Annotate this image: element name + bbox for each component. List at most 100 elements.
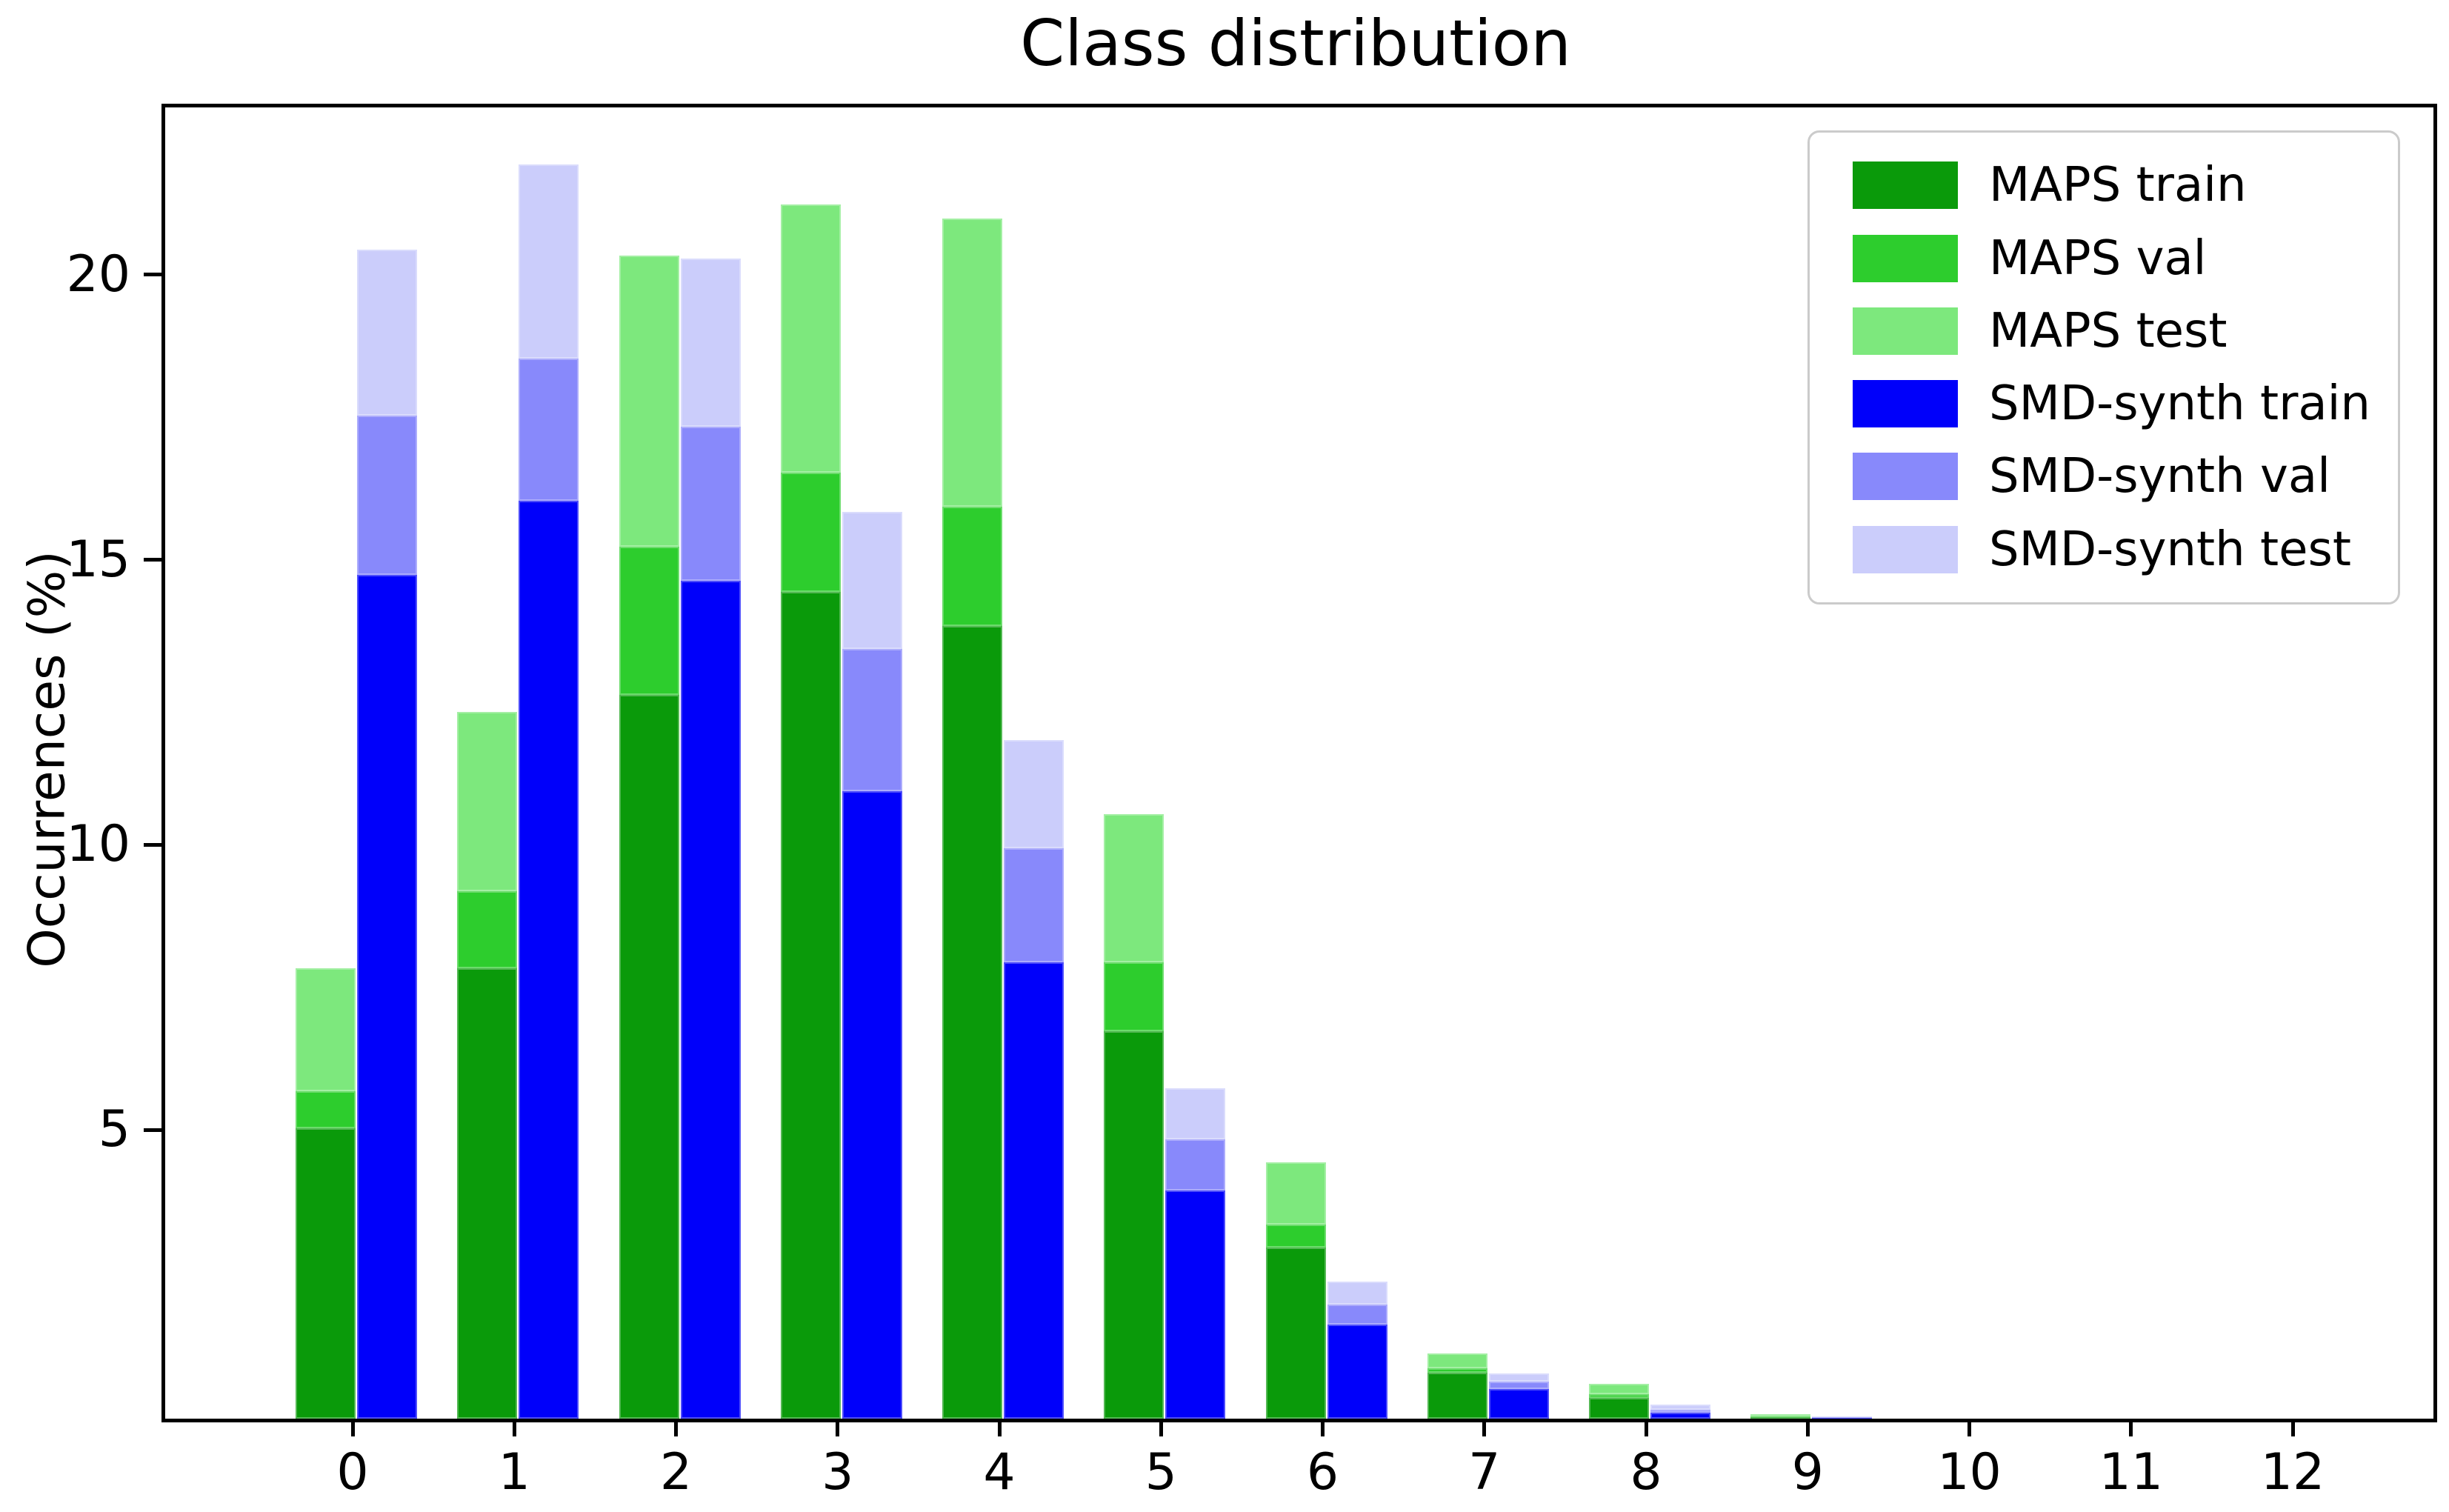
bar-segment-maps-test-class-5 <box>1104 814 1164 963</box>
legend-item: SMD-synth val <box>1853 449 2398 504</box>
legend-item: MAPS test <box>1853 304 2398 359</box>
x-tick-mark-6 <box>1321 1419 1325 1436</box>
bar-segment-smd-synth-val-class-4 <box>1004 848 1064 963</box>
legend-label: SMD-synth train <box>1989 376 2370 432</box>
chart-title: Class distribution <box>1020 7 1571 81</box>
bar-segment-smd-synth-test-class-0 <box>357 250 417 416</box>
x-tick-label-9: 9 <box>1791 1443 1824 1502</box>
bar-segment-maps-test-class-1 <box>457 711 518 892</box>
y-axis-label: Occurrences (%) <box>18 550 77 968</box>
bar-segment-smd-synth-train-class-4 <box>1004 962 1064 1419</box>
legend-item: SMD-synth test <box>1853 522 2398 577</box>
bar-segment-maps-val-class-4 <box>942 506 1002 627</box>
legend-label: MAPS train <box>1989 158 2247 213</box>
bar-segment-maps-test-class-3 <box>780 204 841 473</box>
bar-segment-smd-synth-test-class-1 <box>519 164 579 359</box>
bar-segment-smd-synth-train-class-3 <box>842 791 902 1419</box>
bar-segment-smd-synth-test-class-2 <box>680 258 741 427</box>
y-tick-label-10: 10 <box>66 815 130 874</box>
bar-segment-smd-synth-train-class-8 <box>1650 1413 1710 1419</box>
x-tick-label-6: 6 <box>1306 1443 1339 1502</box>
bar-segment-maps-val-class-0 <box>296 1090 356 1128</box>
bar-segment-smd-synth-train-class-7 <box>1488 1388 1549 1419</box>
x-tick-label-1: 1 <box>498 1443 530 1502</box>
legend-swatch-smd-synth-train <box>1853 380 1958 428</box>
bar-segment-smd-synth-test-class-8 <box>1650 1404 1710 1411</box>
x-tick-mark-9 <box>1805 1419 1810 1436</box>
bar-segment-maps-train-class-8 <box>1589 1397 1649 1419</box>
bar-segment-maps-test-class-2 <box>619 256 679 547</box>
plot-area <box>161 104 2437 1422</box>
legend-label: SMD-synth val <box>1989 449 2330 504</box>
x-tick-mark-11 <box>2129 1419 2133 1436</box>
bar-segment-maps-test-class-6 <box>1265 1162 1326 1225</box>
bar-segment-maps-val-class-9 <box>1750 1416 1811 1417</box>
x-tick-mark-2 <box>674 1419 678 1436</box>
y-tick-label-5: 5 <box>98 1100 130 1159</box>
bar-segment-maps-val-class-8 <box>1589 1393 1649 1398</box>
bar-segment-maps-test-class-7 <box>1427 1353 1487 1368</box>
bar-segment-smd-synth-test-class-6 <box>1327 1282 1387 1305</box>
bar-segment-maps-train-class-5 <box>1104 1030 1164 1419</box>
y-tick-mark-20 <box>144 273 161 277</box>
bar-segment-maps-train-class-1 <box>457 968 518 1419</box>
x-tick-label-2: 2 <box>659 1443 693 1502</box>
x-tick-label-11: 11 <box>2099 1443 2164 1502</box>
bar-segment-smd-synth-val-class-5 <box>1165 1139 1226 1191</box>
x-tick-label-12: 12 <box>2260 1443 2325 1502</box>
x-tick-mark-10 <box>1967 1419 1971 1436</box>
y-tick-mark-10 <box>144 842 161 847</box>
x-tick-mark-1 <box>512 1419 516 1436</box>
bar-segment-smd-synth-train-class-1 <box>519 501 579 1419</box>
x-tick-label-0: 0 <box>336 1443 369 1502</box>
legend-swatch-smd-synth-val <box>1853 453 1958 501</box>
x-tick-label-4: 4 <box>983 1443 1016 1502</box>
bar-segment-smd-synth-test-class-5 <box>1165 1088 1226 1139</box>
x-tick-label-7: 7 <box>1468 1443 1501 1502</box>
bar-segment-smd-synth-train-class-9 <box>1812 1418 1873 1419</box>
bar-segment-maps-val-class-3 <box>780 472 841 593</box>
bar-segment-smd-synth-val-class-3 <box>842 649 902 792</box>
bar-segment-smd-synth-test-class-9 <box>1812 1416 1873 1418</box>
legend-swatch-smd-synth-test <box>1853 525 1958 573</box>
bar-segment-maps-train-class-9 <box>1750 1416 1811 1419</box>
legend-swatch-maps-test <box>1853 307 1958 355</box>
x-tick-label-5: 5 <box>1144 1443 1177 1502</box>
y-tick-label-15: 15 <box>66 530 130 589</box>
bar-segment-smd-synth-val-class-7 <box>1488 1381 1549 1389</box>
y-tick-mark-15 <box>144 558 161 562</box>
bar-segment-smd-synth-val-class-0 <box>357 415 417 576</box>
legend-label: MAPS val <box>1989 230 2207 286</box>
bar-segment-smd-synth-test-class-7 <box>1488 1373 1549 1382</box>
x-tick-label-3: 3 <box>822 1443 854 1502</box>
x-tick-mark-0 <box>350 1419 355 1436</box>
bar-segment-smd-synth-train-class-0 <box>357 575 417 1419</box>
bar-segment-smd-synth-val-class-8 <box>1650 1410 1710 1413</box>
y-tick-mark-5 <box>144 1128 161 1132</box>
bar-segment-smd-synth-val-class-6 <box>1327 1305 1387 1325</box>
bar-segment-smd-synth-val-class-1 <box>519 358 579 501</box>
bar-segment-maps-val-class-6 <box>1265 1225 1326 1248</box>
bar-segment-maps-train-class-7 <box>1427 1373 1487 1419</box>
x-tick-mark-12 <box>2290 1419 2295 1436</box>
legend-item: SMD-synth train <box>1853 376 2398 431</box>
bar-segment-maps-train-class-3 <box>780 592 841 1419</box>
legend-item: MAPS val <box>1853 231 2398 286</box>
bar-segment-smd-synth-test-class-3 <box>842 512 902 650</box>
bar-segment-maps-train-class-6 <box>1265 1248 1326 1419</box>
bar-segment-smd-synth-train-class-2 <box>680 580 741 1419</box>
bar-segment-maps-test-class-8 <box>1589 1384 1649 1394</box>
legend-item: MAPS train <box>1853 158 2398 213</box>
bar-segment-maps-train-class-4 <box>942 626 1002 1419</box>
bar-segment-maps-train-class-2 <box>619 694 679 1419</box>
bar-segment-smd-synth-val-class-9 <box>1812 1417 1873 1419</box>
legend-label: MAPS test <box>1989 303 2228 359</box>
bar-segment-maps-test-class-9 <box>1750 1413 1811 1416</box>
x-tick-mark-4 <box>997 1419 1002 1436</box>
bar-segment-smd-synth-val-class-2 <box>680 426 741 581</box>
bar-segment-maps-val-class-2 <box>619 546 679 695</box>
x-tick-mark-7 <box>1482 1419 1487 1436</box>
bar-segment-maps-val-class-5 <box>1104 962 1164 1031</box>
bar-segment-smd-synth-train-class-5 <box>1165 1190 1226 1419</box>
legend-label: SMD-synth test <box>1989 522 2351 577</box>
